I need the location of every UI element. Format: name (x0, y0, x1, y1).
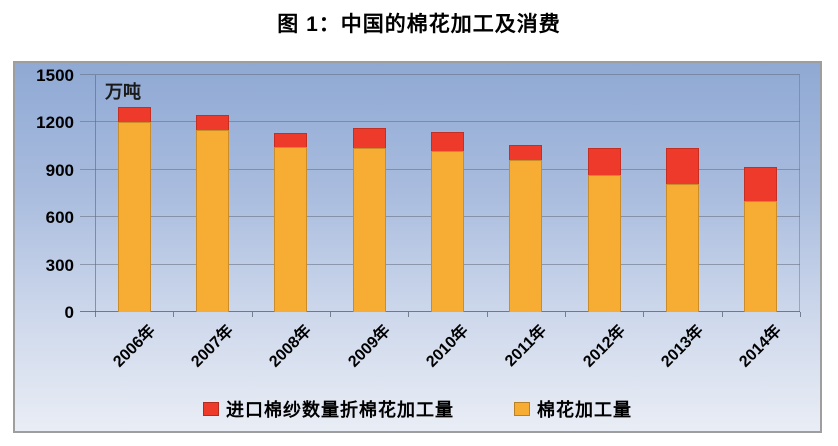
bar-segment-棉花加工量 (352, 147, 386, 312)
bar-segment-棉花加工量 (430, 150, 464, 312)
y-axis-unit-label: 万吨 (105, 82, 141, 102)
bar-slot-2009年 (330, 75, 408, 312)
x-tick-label: 2007年 (188, 322, 237, 371)
y-tick-label: 300 (45, 255, 74, 275)
bar-segment-棉花加工量 (274, 146, 308, 312)
x-tick-mark (486, 312, 488, 317)
y-tick-label: 1200 (36, 113, 74, 133)
bar-slot-2014年 (722, 75, 800, 312)
x-tick-mark (565, 312, 566, 317)
y-tick-label: 0 (64, 303, 74, 322)
x-tick-label: 2013年 (658, 322, 707, 371)
y-tick-label: 1500 (36, 66, 74, 85)
bar-segment-进口棉纱数量折棉花加工量 (744, 166, 778, 201)
stacked-bar-2007年 (195, 114, 229, 312)
chart-box: 0 300 600 900 1200 1500 万吨 2006年 2007年 2008年 200… (13, 61, 822, 433)
y-tick-label: 900 (45, 160, 74, 180)
bar-slot-2008年 (252, 75, 330, 312)
bar-slot-2011年 (487, 75, 565, 312)
bar-segment-进口棉纱数量折棉花加工量 (352, 127, 386, 148)
bar-segment-棉花加工量 (587, 174, 621, 312)
bar-slot-2012年 (565, 75, 643, 312)
stacked-bar-2010年 (430, 131, 464, 312)
stacked-bar-2011年 (509, 145, 543, 312)
x-tick-mark (173, 312, 175, 317)
x-tick-mark (721, 312, 723, 317)
x-tick-label: 2011年 (502, 322, 551, 371)
bar-segment-棉花加工量 (117, 122, 151, 312)
x-tick-label: 2008年 (266, 322, 316, 371)
bar-slot-2010年 (408, 75, 486, 312)
x-tick-mark (800, 312, 801, 317)
bar-slot-2007年 (173, 75, 251, 312)
x-tick-label: 2009年 (344, 322, 394, 371)
x-tick-label: 2012年 (579, 322, 629, 371)
legend: 进口棉纱数量折棉花加工量 棉花加工量 (15, 396, 820, 422)
bar-segment-进口棉纱数量折棉花加工量 (117, 106, 151, 123)
legend-item: 进口棉纱数量折棉花加工量 (203, 396, 454, 422)
bar-slot-2013年 (643, 75, 721, 312)
bar-segment-棉花加工量 (665, 184, 699, 312)
y-tick-label: 600 (45, 208, 74, 228)
x-tick-mark (251, 312, 253, 317)
stacked-bar-2012年 (587, 147, 621, 312)
x-tick-label: 2006年 (109, 322, 159, 371)
chart-title: 图 1：中国的棉花加工及消费 (277, 13, 561, 36)
x-tick-mark (330, 312, 331, 317)
gridline-1200 (80, 121, 800, 123)
bar-slot-2006年 (95, 75, 173, 312)
x-tick-mark (408, 312, 410, 317)
bar-segment-棉花加工量 (509, 160, 543, 312)
bar-segment-进口棉纱数量折棉花加工量 (195, 114, 229, 130)
bar-segment-进口棉纱数量折棉花加工量 (430, 131, 464, 151)
bar-segment-进口棉纱数量折棉花加工量 (665, 148, 699, 185)
legend-item: 棉花加工量 (514, 396, 632, 422)
stacked-bar-2006年 (117, 106, 151, 312)
gridline-1500 (80, 74, 800, 75)
x-tick-mark (95, 312, 96, 317)
stacked-bar-2009年 (352, 127, 386, 312)
stacked-bar-2014年 (744, 166, 778, 312)
stacked-bar-2008年 (274, 132, 308, 312)
bar-segment-棉花加工量 (744, 200, 778, 312)
x-tick-label: 2014年 (736, 322, 786, 371)
legend-swatch-icon (203, 402, 219, 416)
plot-area: 0 300 600 900 1200 1500 万吨 2006年 2007年 2008年 200… (36, 67, 801, 371)
legend-label: 进口棉纱数量折棉花加工量 (226, 400, 454, 420)
legend-label: 棉花加工量 (537, 400, 632, 420)
bar-segment-棉花加工量 (195, 129, 229, 312)
plot-right-border (799, 75, 800, 312)
x-tick-mark (643, 312, 645, 317)
bars-container (95, 75, 800, 312)
bar-segment-进口棉纱数量折棉花加工量 (509, 145, 543, 161)
bar-segment-进口棉纱数量折棉花加工量 (587, 147, 621, 175)
bar-segment-进口棉纱数量折棉花加工量 (274, 132, 308, 147)
legend-swatch-icon (514, 402, 530, 416)
stacked-bar-2013年 (665, 148, 699, 312)
x-tick-label: 2010年 (423, 322, 472, 371)
y-axis-line (95, 75, 96, 312)
